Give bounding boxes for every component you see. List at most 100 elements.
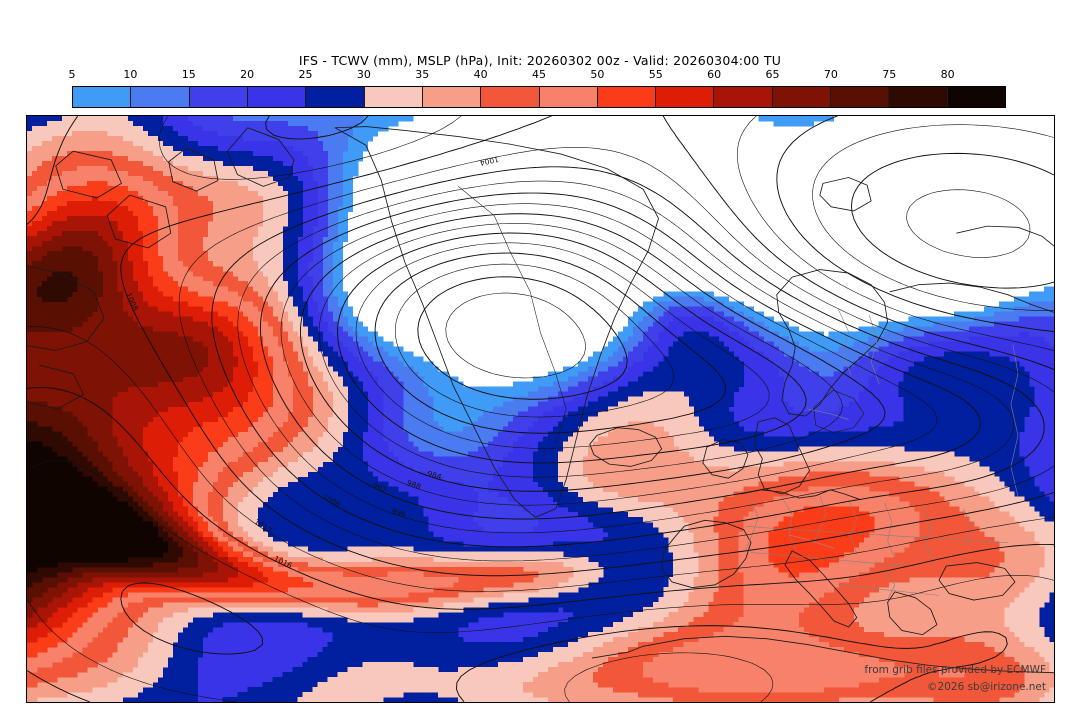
colorbar-tick-10: 10 xyxy=(123,68,138,81)
country-border-2 xyxy=(812,495,827,546)
colorbar-segment-15 xyxy=(189,87,248,107)
coastline-layer xyxy=(27,126,1054,674)
mslp-label-996: 996 xyxy=(390,506,407,519)
colorbar-segment-60 xyxy=(714,87,773,107)
colorbar-tick-70: 70 xyxy=(823,68,838,81)
coastline-baffin xyxy=(106,194,172,249)
coastline-italy xyxy=(784,550,858,628)
coastline-iberia xyxy=(661,519,752,589)
tcwv-band-20 xyxy=(162,116,1054,702)
mslp-contour-972 xyxy=(355,242,770,449)
colorbar-segment-70 xyxy=(831,87,890,107)
mslp-contour-964 xyxy=(394,263,675,418)
country-border-1 xyxy=(781,496,796,550)
mslp-contour-976 xyxy=(337,232,807,464)
mslp-contour-984 xyxy=(299,213,886,492)
country-border-14 xyxy=(884,568,896,601)
colorbar-tick-60: 60 xyxy=(707,68,722,81)
coastline-arctic-island-b xyxy=(168,147,219,192)
colorbar-tick-20: 20 xyxy=(240,68,255,81)
country-border-7 xyxy=(745,525,1008,543)
map-panel[interactable]: 984 988 992 996 1000 1004 1008 1012 1016 from gr… xyxy=(26,115,1055,703)
colorbar-segment-65 xyxy=(772,87,832,107)
colorbar-tick-45: 45 xyxy=(532,68,546,81)
coastline-labrador xyxy=(27,264,105,351)
coastline-ireland xyxy=(702,439,749,479)
mslp-contour-1020 xyxy=(27,124,1054,702)
colorbar xyxy=(72,86,1006,108)
mslp-contour-988 xyxy=(280,203,938,506)
coastline-arctic-island-a xyxy=(226,127,295,187)
country-border-5 xyxy=(922,505,934,563)
mslp-contour-956 xyxy=(445,292,586,379)
coastline-novaya-zemlya xyxy=(956,225,1054,247)
coastline-newfoundland xyxy=(27,364,84,410)
tcwv-band-70 xyxy=(27,246,198,603)
coastline-morocco xyxy=(591,645,644,659)
colorbar-segment-80 xyxy=(947,87,1005,107)
colorbar-tick-35: 35 xyxy=(415,68,430,81)
coastline-iceland xyxy=(589,427,663,467)
colorbar-tick-50: 50 xyxy=(590,68,605,81)
colorbar-tick-5: 5 xyxy=(68,68,76,81)
mslp-contour-980 xyxy=(318,223,843,478)
colorbar-segment-75 xyxy=(889,87,948,107)
colorbar-segment-25 xyxy=(306,87,365,107)
colorbar-tick-65: 65 xyxy=(765,68,780,81)
coastline-great-britain xyxy=(753,417,811,495)
mslp-contour-1012 xyxy=(27,116,1054,592)
tcwv-band-65 xyxy=(27,231,218,618)
country-border-11 xyxy=(868,315,880,385)
colorbar-tick-40: 40 xyxy=(473,68,488,81)
mslp-contour-968 xyxy=(374,252,727,434)
colorbar-container: 5 10 15 20 25 30 35 40 45 50 55 60 65 70 75 80 xyxy=(69,68,1006,108)
colorbar-segment-5 xyxy=(73,87,132,107)
coastline-russia-arctic xyxy=(889,282,1054,313)
tcwv-band-60 xyxy=(27,216,238,628)
colorbar-tick-30: 30 xyxy=(356,68,371,81)
mslp-contour-1004 xyxy=(178,146,1054,562)
tcwv-band-45 xyxy=(27,166,965,693)
tcwv-band-75 xyxy=(27,271,183,588)
colorbar-tick-25: 25 xyxy=(298,68,313,81)
colorbar-segment-55 xyxy=(656,87,715,107)
coastline-black-sea xyxy=(938,562,1016,601)
tcwv-band-25 xyxy=(27,116,1054,702)
mslp-label-984: 984 xyxy=(426,469,442,482)
coastline-arctic-island-c xyxy=(55,150,122,199)
mslp-contour-1024 xyxy=(120,152,1054,702)
colorbar-tick-55: 55 xyxy=(648,68,663,81)
mslp-label-1004: 1004 xyxy=(479,155,500,168)
coastline-greece xyxy=(887,591,938,636)
mslp-contour-layer xyxy=(27,116,1054,702)
country-border-12 xyxy=(1010,344,1019,497)
country-border-4 xyxy=(884,502,896,559)
country-border-10 xyxy=(838,309,851,376)
country-border-0 xyxy=(745,499,759,550)
coastline-greenland-inner xyxy=(458,186,567,445)
country-border-layer xyxy=(745,309,1019,601)
coastline-svalbard xyxy=(819,177,872,212)
colorbar-tick-75: 75 xyxy=(882,68,897,81)
colorbar-segment-30 xyxy=(364,87,423,107)
country-border-9 xyxy=(807,408,849,420)
country-border-13 xyxy=(838,584,940,596)
mslp-contour-996 xyxy=(237,180,1015,534)
colorbar-segment-10 xyxy=(131,87,190,107)
colorbar-segment-20 xyxy=(247,87,307,107)
tcwv-band-35 xyxy=(27,131,1054,702)
mslp-contour-1016 xyxy=(27,116,1054,702)
tcwv-band-80 xyxy=(27,441,168,573)
colorbar-tick-labels: 5 10 15 20 25 30 35 40 45 50 55 60 65 70 75 80 xyxy=(68,68,1006,84)
colorbar-tick-15: 15 xyxy=(181,68,196,81)
coastline-north-africa xyxy=(643,635,1054,674)
colorbar-segment-45 xyxy=(539,87,598,107)
coastline-greenland xyxy=(334,126,659,518)
terrain-alps xyxy=(788,534,835,549)
colorbar-tick-80: 80 xyxy=(940,68,955,81)
colorbar-segment-35 xyxy=(422,87,482,107)
country-border-8 xyxy=(750,552,907,567)
mslp-contour-960 xyxy=(417,276,628,400)
